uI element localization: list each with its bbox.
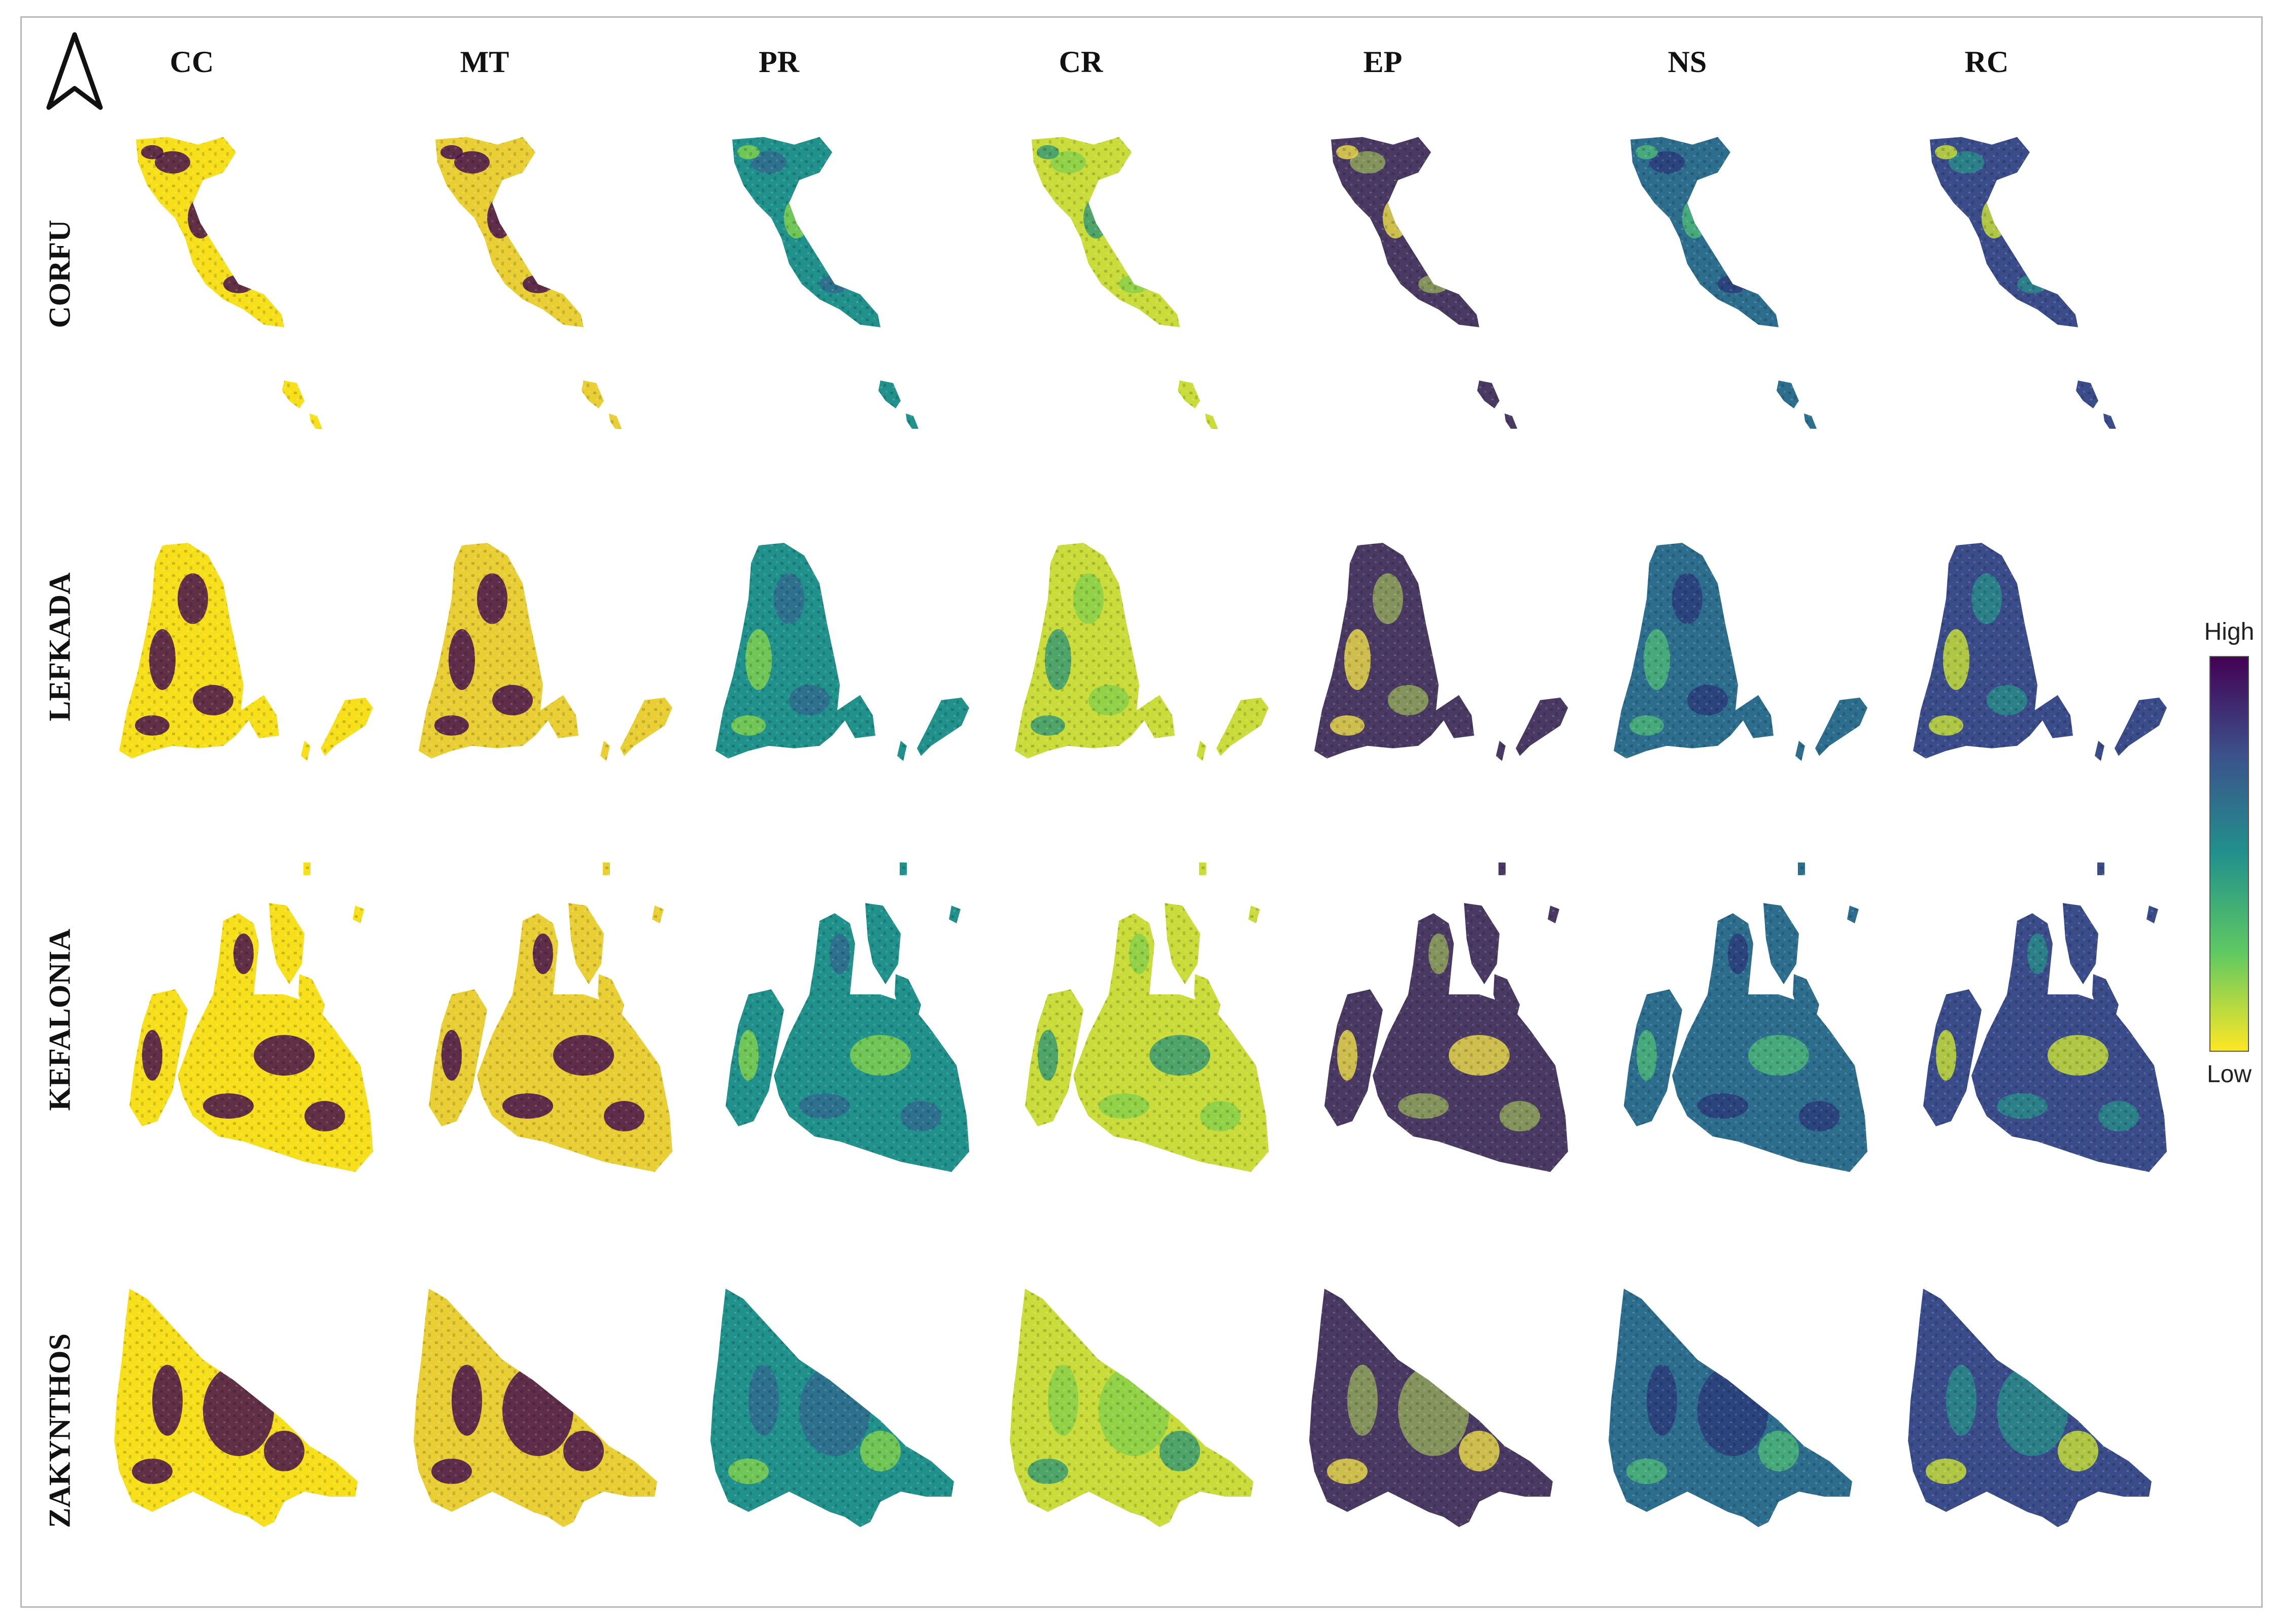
map-zakynthos-cc bbox=[114, 1289, 358, 1527]
column-header-ns: NS bbox=[1667, 45, 1707, 79]
map-zakynthos-ns bbox=[1609, 1289, 1852, 1527]
map-zakynthos-mt bbox=[414, 1289, 657, 1527]
north-arrow-icon bbox=[46, 32, 103, 110]
map-column-pr bbox=[710, 137, 969, 1527]
legend-high-label: High bbox=[2204, 618, 2255, 645]
map-column-cr bbox=[1010, 137, 1269, 1527]
map-zakynthos-ep bbox=[1309, 1289, 1553, 1527]
figure-frame bbox=[20, 16, 2263, 1608]
map-column-ep bbox=[1309, 137, 1568, 1527]
column-header-cr: CR bbox=[1059, 45, 1103, 79]
map-column-mt bbox=[414, 137, 672, 1527]
map-zakynthos-cr bbox=[1010, 1289, 1253, 1527]
map-column-cc bbox=[114, 137, 373, 1527]
map-zakynthos-rc bbox=[1908, 1289, 2152, 1527]
map-zakynthos-pr bbox=[710, 1289, 954, 1527]
legend-low-label: Low bbox=[2206, 1061, 2252, 1088]
legend-colorbar bbox=[2209, 656, 2249, 1052]
column-header-ep: EP bbox=[1363, 45, 1403, 79]
column-header-rc: RC bbox=[1964, 45, 2009, 79]
map-column-ns bbox=[1609, 137, 1867, 1527]
column-header-mt: MT bbox=[460, 45, 509, 79]
column-header-pr: PR bbox=[759, 45, 799, 79]
column-header-cc: CC bbox=[169, 45, 214, 79]
map-column-rc bbox=[1908, 137, 2167, 1527]
